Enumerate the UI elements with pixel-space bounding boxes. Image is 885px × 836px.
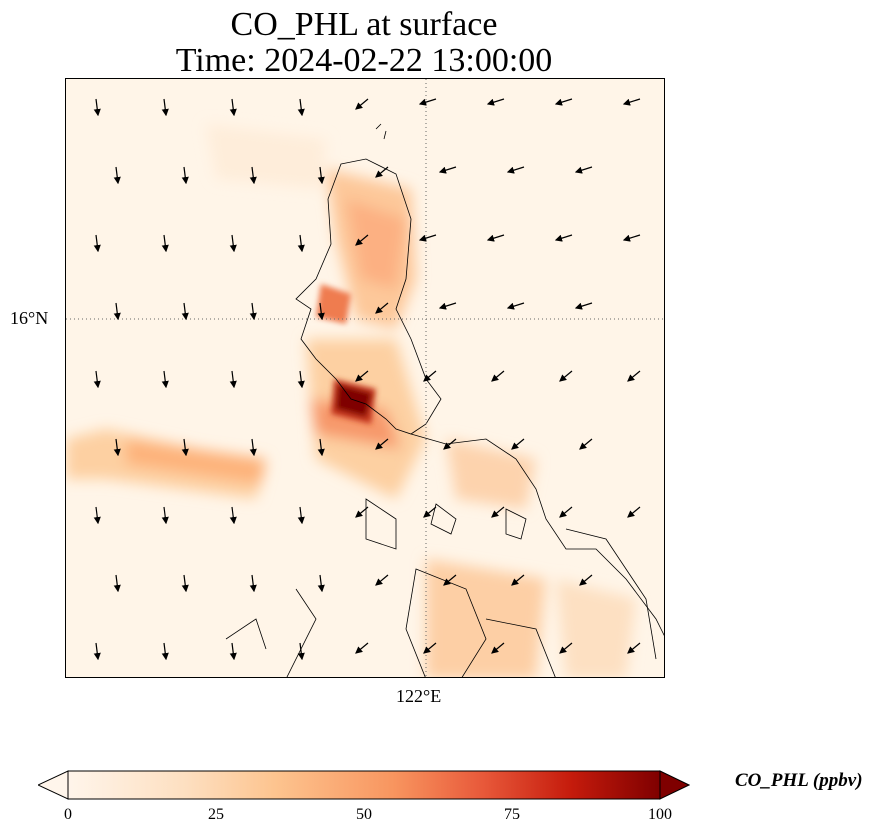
wind-arrow xyxy=(423,642,437,654)
wind-arrow xyxy=(579,438,593,450)
wind-arrow xyxy=(579,574,593,586)
colorbar-extend-max xyxy=(659,770,690,800)
wind-arrow xyxy=(297,98,305,117)
wind-arrow xyxy=(486,234,505,242)
colorbar-label: CO_PHL (ppbv) xyxy=(735,770,863,791)
wind-arrow xyxy=(229,506,237,525)
wind-arrow xyxy=(297,370,305,389)
wind-arrow xyxy=(297,642,305,661)
wind-arrow xyxy=(161,234,169,253)
wind-arrow xyxy=(161,506,169,525)
wind-arrow xyxy=(297,506,305,525)
wind-arrow xyxy=(297,234,305,253)
wind-arrow xyxy=(506,302,525,310)
wind-arrow xyxy=(181,438,189,457)
wind-arrow xyxy=(93,642,101,661)
wind-arrow xyxy=(93,506,101,525)
map-title-line2: Time: 2024-02-22 13:00:00 xyxy=(175,42,553,79)
wind-arrow xyxy=(181,166,189,185)
wind-arrow xyxy=(249,574,257,593)
wind-arrow xyxy=(423,370,437,382)
wind-arrow xyxy=(622,234,641,242)
wind-arrow xyxy=(229,234,237,253)
wind-arrow xyxy=(622,98,641,106)
wind-arrow xyxy=(229,98,237,117)
colorbar-tick: 75 xyxy=(504,806,520,823)
wind-arrow xyxy=(506,166,525,174)
wind-arrow xyxy=(317,166,325,185)
wind-arrow xyxy=(113,438,121,457)
wind-arrow xyxy=(554,98,573,106)
colorbar-tick: 0 xyxy=(64,806,72,823)
wind-arrow xyxy=(355,642,369,654)
wind-arrow xyxy=(375,302,389,314)
wind-arrow xyxy=(438,302,457,310)
wind-arrow xyxy=(249,166,257,185)
wind-arrow xyxy=(627,370,641,382)
wind-arrow xyxy=(554,234,573,242)
colorbar-tick: 25 xyxy=(208,806,224,823)
concentration-field xyxy=(66,124,636,677)
wind-arrow xyxy=(375,166,389,178)
wind-arrow xyxy=(249,302,257,321)
wind-arrow xyxy=(181,302,189,321)
wind-arrow xyxy=(491,370,505,382)
map-panel xyxy=(65,78,665,678)
map-canvas xyxy=(66,79,664,677)
wind-arrow xyxy=(355,98,369,110)
wind-arrow xyxy=(93,370,101,389)
wind-arrow xyxy=(93,234,101,253)
wind-arrow xyxy=(574,166,593,174)
wind-arrow xyxy=(161,642,169,661)
colorbar-gradient xyxy=(67,770,661,800)
wind-arrow xyxy=(113,302,121,321)
wind-arrow xyxy=(181,574,189,593)
wind-arrow xyxy=(559,506,573,518)
wind-arrow xyxy=(355,234,369,246)
wind-arrow xyxy=(113,166,121,185)
wind-arrow xyxy=(375,438,389,450)
wind-arrow xyxy=(418,98,437,106)
wind-arrow xyxy=(627,642,641,654)
wind-arrow xyxy=(229,642,237,661)
colorbar-extend-min xyxy=(38,770,69,800)
wind-arrow xyxy=(161,98,169,117)
wind-arrow xyxy=(93,98,101,117)
wind-arrow xyxy=(491,506,505,518)
wind-arrow xyxy=(574,302,593,310)
wind-arrow xyxy=(559,370,573,382)
wind-arrow xyxy=(317,302,325,321)
wind-arrow xyxy=(418,234,437,242)
wind-arrow xyxy=(491,642,505,654)
wind-arrow xyxy=(559,642,573,654)
wind-arrow xyxy=(511,438,525,450)
wind-arrow xyxy=(443,438,457,450)
wind-vectors xyxy=(93,98,641,661)
wind-arrow xyxy=(486,98,505,106)
colorbar xyxy=(38,770,690,800)
wind-arrow xyxy=(249,438,257,457)
wind-arrow xyxy=(113,574,121,593)
map-title-line1: CO_PHL at surface xyxy=(230,6,498,43)
wind-arrow xyxy=(443,574,457,586)
wind-arrow xyxy=(229,370,237,389)
lat-tick-label: 16°N xyxy=(10,308,49,328)
wind-arrow xyxy=(355,506,369,518)
wind-arrow xyxy=(438,166,457,174)
colorbar-tick: 100 xyxy=(648,806,672,823)
wind-arrow xyxy=(355,370,369,382)
wind-arrow xyxy=(161,370,169,389)
wind-arrow xyxy=(375,574,389,586)
wind-arrow xyxy=(511,574,525,586)
wind-arrow xyxy=(317,438,325,457)
coastlines xyxy=(225,123,664,677)
colorbar-tick: 50 xyxy=(356,806,372,823)
wind-arrow xyxy=(423,506,437,518)
lon-tick-label: 122°E xyxy=(396,686,442,706)
wind-arrow xyxy=(627,506,641,518)
wind-arrow xyxy=(317,574,325,593)
